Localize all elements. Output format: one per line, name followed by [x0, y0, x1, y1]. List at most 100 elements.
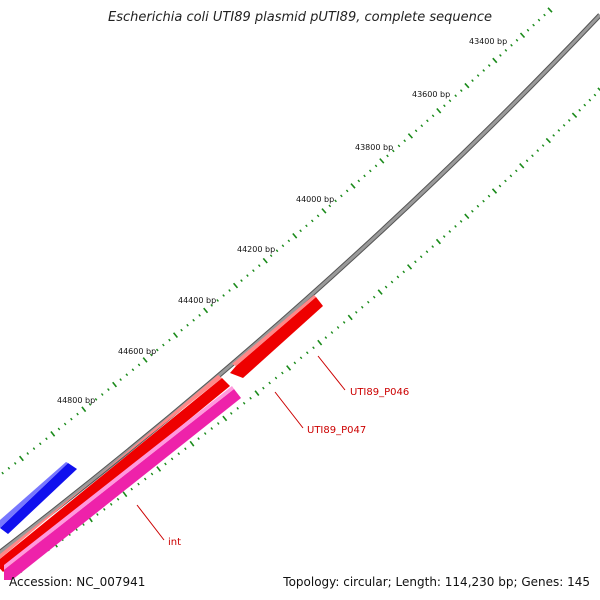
outer-ticks-tick	[476, 74, 480, 77]
outer-ticks-tick	[203, 307, 209, 314]
outer-ticks-tick	[94, 397, 98, 401]
outer-ticks-tick	[299, 229, 302, 233]
outer-ticks-tick	[420, 124, 424, 128]
inner-ticks-tick	[130, 487, 133, 491]
inner-ticks-tick	[571, 112, 578, 118]
outer-ticks-tick	[269, 254, 273, 258]
inner-ticks-tick	[583, 103, 587, 107]
outer-ticks-tick	[345, 189, 349, 193]
inner-ticks-tick	[203, 432, 207, 435]
outer-ticks-tick	[368, 169, 372, 173]
outer-ticks-tick	[443, 104, 446, 108]
outer-ticks-tick	[431, 114, 435, 118]
inner-ticks-tick	[588, 98, 592, 102]
inner-ticks-tick	[268, 381, 271, 385]
outer-ticks-tick	[131, 368, 135, 372]
inner-ticks-tick	[459, 220, 463, 223]
inner-ticks-tick	[143, 477, 147, 481]
inner-ticks-tick	[541, 144, 545, 147]
inner-ticks-tick	[525, 159, 529, 163]
outer-ticks-tick	[487, 64, 491, 67]
inner-ticks-tick	[116, 497, 120, 501]
outer-tick-ring	[1, 7, 553, 475]
inner-ticks-tick	[519, 163, 525, 169]
outer-ticks-tick	[403, 139, 407, 143]
accession-text: Accession: NC_007941	[9, 575, 146, 589]
outer-ticks-tick	[287, 239, 291, 243]
inner-ticks-tick	[347, 314, 353, 321]
inner-ticks-tick	[281, 371, 284, 375]
outer-ticks-tick	[88, 402, 92, 406]
gene-UTI89_P046[interactable]	[230, 295, 323, 378]
outer-ticks-tick	[414, 129, 418, 133]
inner-ticks-tick	[210, 427, 214, 430]
outer-ticks-tick	[275, 249, 279, 253]
gene-blue-feature[interactable]	[0, 462, 77, 534]
inner-ticks-tick	[109, 502, 113, 506]
inner-ticks-tick	[242, 401, 246, 405]
map-title: Escherichia coli UTI89 plasmid pUTI89, c…	[108, 10, 492, 25]
outer-ticks-tick	[186, 323, 189, 327]
outer-ticks-tick	[357, 179, 361, 183]
inner-ticks-tick	[170, 457, 174, 461]
tick-label-44800: 44800 bp	[57, 396, 95, 405]
outer-ticks-tick	[198, 313, 201, 317]
inner-ticks-tick	[578, 108, 581, 112]
outer-ticks-tick	[100, 393, 104, 396]
inner-ticks-tick	[156, 466, 162, 472]
inner-ticks-tick	[286, 365, 292, 371]
inner-tick-ring	[17, 87, 600, 573]
inner-ticks-tick	[509, 174, 513, 178]
inner-ticks-tick	[229, 411, 233, 415]
inner-ticks-tick	[476, 204, 480, 208]
inner-ticks-tick	[531, 154, 534, 158]
inner-ticks-tick	[197, 437, 200, 441]
inner-ticks-tick	[236, 406, 239, 410]
outer-ticks-tick	[232, 282, 239, 289]
gene-int[interactable]	[4, 386, 241, 580]
inner-ticks-tick	[384, 285, 388, 289]
tick-label-43800: 43800 bp	[355, 143, 393, 152]
inner-ticks-tick	[164, 462, 167, 466]
outer-ticks-tick	[504, 49, 508, 52]
outer-ticks-tick	[526, 28, 530, 32]
tick-label-44400: 44400 bp	[178, 296, 216, 305]
inner-ticks-tick	[498, 184, 502, 188]
inner-ticks-tick	[324, 336, 328, 339]
inner-ticks-tick	[293, 361, 297, 365]
outer-ticks-tick	[340, 194, 343, 198]
inner-ticks-tick	[545, 137, 551, 144]
outer-ticks-tick	[543, 13, 546, 17]
inner-ticks-tick	[189, 440, 195, 447]
outer-ticks-tick	[18, 455, 24, 462]
backbone-line	[0, 13, 600, 556]
inner-ticks-tick	[487, 194, 491, 198]
outer-ticks-tick	[281, 244, 285, 248]
outer-ticks-tick	[155, 348, 159, 352]
outer-ticks-tick	[386, 154, 389, 158]
inner-ticks-tick	[504, 179, 507, 183]
inner-ticks-tick	[342, 321, 346, 324]
inner-ticks-tick	[562, 124, 566, 127]
outer-ticks-tick	[350, 183, 356, 189]
outer-ticks-tick	[321, 208, 327, 214]
inner-ticks-tick	[567, 119, 571, 122]
outer-ticks-tick	[125, 373, 129, 377]
tick-label-43600: 43600 bp	[412, 90, 450, 99]
outer-ticks-tick	[13, 461, 17, 465]
outer-ticks-tick	[510, 43, 513, 47]
outer-ticks-tick	[192, 318, 195, 322]
inner-ticks-tick	[96, 513, 99, 516]
outer-ticks-tick	[448, 99, 452, 103]
outer-ticks-tick	[26, 452, 30, 455]
outer-ticks-tick	[63, 422, 67, 426]
outer-ticks-tick	[316, 214, 320, 218]
outer-ticks-tick	[76, 412, 79, 416]
outer-ticks-tick	[328, 204, 332, 208]
outer-ticks-tick	[519, 32, 526, 39]
inner-ticks-tick	[312, 346, 315, 350]
tick-label-44600: 44600 bp	[118, 347, 156, 356]
inner-ticks-tick	[254, 390, 260, 396]
outer-ticks-tick	[168, 338, 171, 342]
